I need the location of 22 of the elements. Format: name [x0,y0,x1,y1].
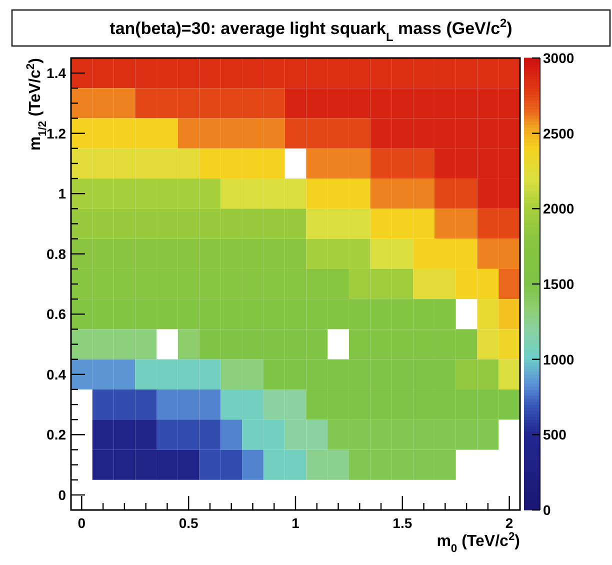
x-tick-label: 0 [78,515,86,531]
color-bar-label: 2500 [543,125,574,142]
y-tick-label: 0.8 [46,246,66,262]
x-tick-label: 1.5 [392,515,412,531]
y-tick-label: 0.2 [46,426,66,443]
color-bar-label: 2000 [543,200,574,217]
y-tick-label: 0.6 [46,306,66,322]
color-bar-label: 3000 [543,50,574,66]
x-axis-title: m$_{0}$ (TeV/c$^{2}$) [436,531,520,555]
y-tick-label: 0 [58,486,66,503]
color-bar-label: 1500 [543,276,574,292]
y-tick-label: 0.4 [46,366,66,382]
y-tick-label: 1.4 [46,65,66,82]
chart-title: tan(beta)=30: average light squark$_{L}$ mass (GeV/c$^{2}$) [110,16,512,44]
color-bar-label: 1000 [543,351,574,368]
color-bar-label: 0 [543,502,551,518]
y-tick-label: 1 [58,186,66,202]
color-bar-label: 500 [543,426,567,443]
x-tick-label: 2 [505,515,514,531]
x-tick-label: 1 [292,515,300,531]
y-tick-label: 1.2 [46,125,66,142]
x-tick-label: 0.5 [178,515,199,531]
